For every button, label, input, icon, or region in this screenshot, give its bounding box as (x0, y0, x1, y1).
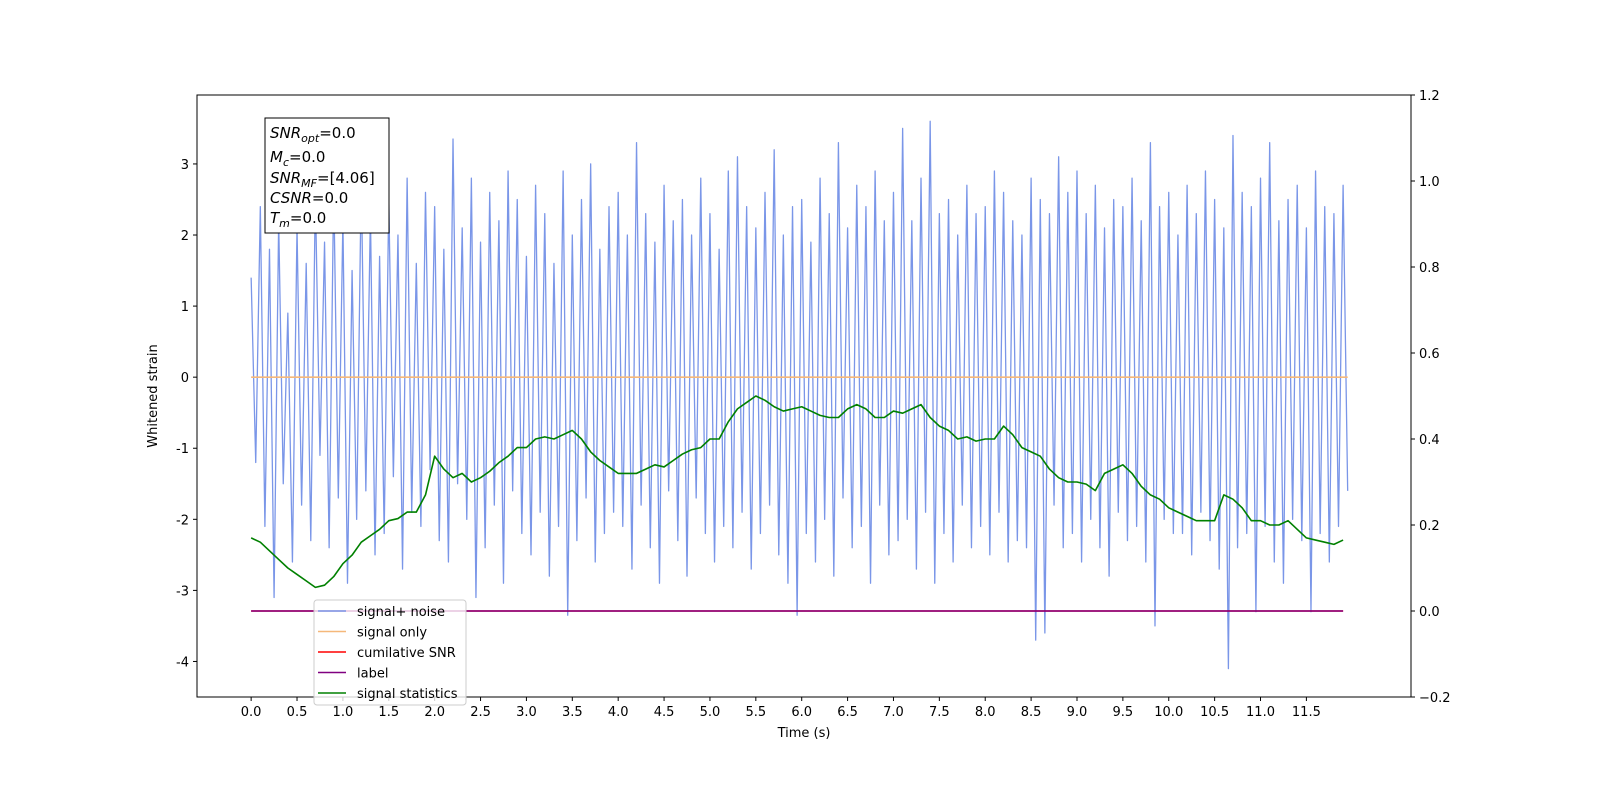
y2-tick-label: −0.2 (1419, 691, 1451, 706)
x-tick-label: 8.5 (1021, 705, 1042, 720)
x-tick-label: 2.0 (424, 705, 445, 720)
annotation-line: SNRopt=0.0 (270, 124, 356, 145)
x-tick-label: 7.5 (929, 705, 950, 720)
y-tick-label: -2 (176, 513, 189, 528)
annotation-value: =0.0 (290, 209, 326, 227)
x-tick-label: 8.0 (975, 705, 996, 720)
x-tick-label: 5.5 (745, 705, 766, 720)
annotation-subscript: MF (301, 177, 317, 190)
x-tick-label: 0.5 (287, 705, 308, 720)
y-tick-label: 1 (181, 300, 189, 315)
legend-label: signal+ noise (357, 605, 445, 620)
x-tick-label: 6.5 (837, 705, 858, 720)
annotation-value: =0.0 (312, 189, 348, 207)
x-tick-label: 9.5 (1113, 705, 1134, 720)
y2-tick-label: 0.6 (1419, 347, 1440, 362)
x-tick-label: 4.0 (608, 705, 629, 720)
annotation-subscript: opt (301, 132, 320, 145)
annotation-name: M (270, 148, 283, 166)
annotation-name: T (270, 209, 281, 227)
annotation-line: Mc=0.0 (270, 148, 325, 169)
legend-label: signal statistics (357, 687, 458, 702)
x-tick-label: 4.5 (654, 705, 675, 720)
x-tick-label: 6.0 (791, 705, 812, 720)
annotation-subscript: c (283, 156, 289, 169)
x-tick-label: 9.0 (1067, 705, 1088, 720)
annotation-subscript: m (279, 217, 290, 230)
ticks: 0.0 0.5 1.0 1.5 2.0 2.5 3.0 3.5 4.0 4.5 5.0 5.5 6.0 6… (176, 89, 1451, 720)
annotation-frame (264, 117, 390, 234)
annotation-value: =[4.06] (317, 169, 375, 187)
y-axis-label: Whitened strain (146, 344, 161, 447)
x-tick-label: 2.5 (470, 705, 491, 720)
y2-tick-label: 0.8 (1419, 261, 1440, 276)
y2-tick-label: 0.2 (1419, 519, 1440, 534)
y2-tick-label: 1.2 (1419, 89, 1440, 104)
annotation-name: CSNR (270, 189, 312, 207)
series-line (250, 395, 1344, 589)
x-tick-label: 3.0 (516, 705, 537, 720)
axes-frame (196, 94, 1412, 698)
y-tick-label: -4 (176, 655, 189, 670)
annotation-name: SNR (270, 169, 301, 187)
x-axis-label: Time (s) (777, 726, 831, 741)
x-tick-label: 10.5 (1200, 705, 1229, 720)
legend: signal+ noise signal only cumilative SNR la… (313, 599, 467, 706)
x-tick-label: 7.0 (883, 705, 904, 720)
x-tick-label: 5.0 (700, 705, 721, 720)
y2-tick-label: 0.4 (1419, 433, 1440, 448)
x-tick-label: 11.5 (1292, 705, 1321, 720)
y2-tick-label: 0.0 (1419, 605, 1440, 620)
y-tick-label: 3 (181, 158, 189, 173)
x-tick-label: 1.0 (333, 705, 354, 720)
annotation-box: SNRopt=0.0Mc=0.0SNRMF=[4.06]CSNR=0.0Tm=0… (264, 117, 390, 234)
annotation-line: SNRMF=[4.06] (270, 169, 375, 190)
legend-frame (313, 599, 467, 706)
annotation-value: =0.0 (319, 124, 355, 142)
x-tick-label: 1.5 (378, 705, 399, 720)
y-tick-label: 0 (181, 371, 189, 386)
y2-tick-label: 1.0 (1419, 175, 1440, 190)
x-tick-label: 0.0 (241, 705, 262, 720)
annotation-name: SNR (270, 124, 301, 142)
x-tick-label: 10.0 (1154, 705, 1183, 720)
y-tick-label: -3 (176, 584, 189, 599)
legend-label: cumilative SNR (357, 646, 456, 661)
y-tick-label: -1 (176, 442, 189, 457)
x-tick-label: 3.5 (562, 705, 583, 720)
legend-label: signal only (357, 626, 427, 641)
y-tick-label: 2 (181, 229, 189, 244)
annotation-line: Tm=0.0 (270, 209, 326, 230)
annotation-value: =0.0 (289, 148, 325, 166)
legend-label: label (357, 667, 388, 682)
annotation-line: CSNR=0.0 (270, 189, 348, 207)
x-tick-label: 11.0 (1246, 705, 1275, 720)
